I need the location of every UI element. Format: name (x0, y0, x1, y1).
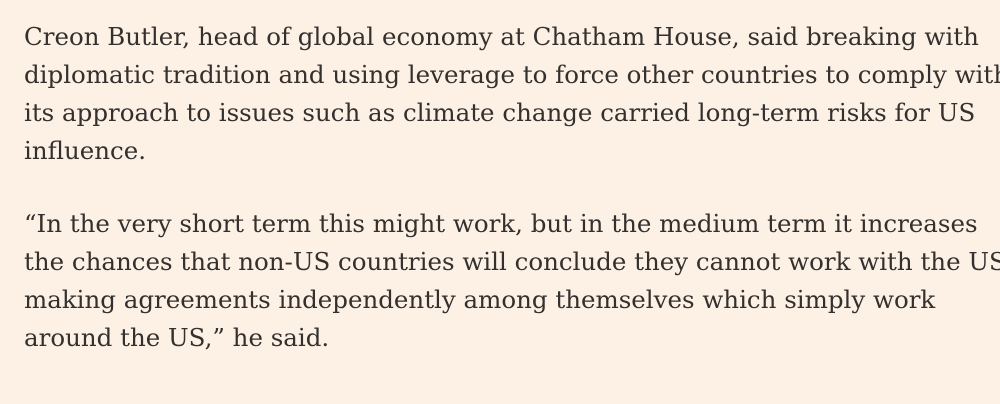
paragraph-line: the chances that non-US countries will c… (24, 247, 1000, 276)
paragraph-line: its approach to issues such as climate c… (24, 98, 976, 127)
paragraph-line: around the US,” he said. (24, 323, 330, 352)
paragraph-line: influence. (24, 136, 147, 165)
paragraph-line: “In the very short term this might work,… (24, 209, 978, 238)
article-paragraph: Creon Butler, head of global economy at … (24, 18, 1000, 170)
paragraph-line: Creon Butler, head of global economy at … (24, 22, 979, 51)
paragraph-line: making agreements independently among th… (24, 285, 936, 314)
paragraph-line: diplomatic tradition and using leverage … (24, 60, 1000, 89)
article-paragraph: “In the very short term this might work,… (24, 205, 1000, 357)
